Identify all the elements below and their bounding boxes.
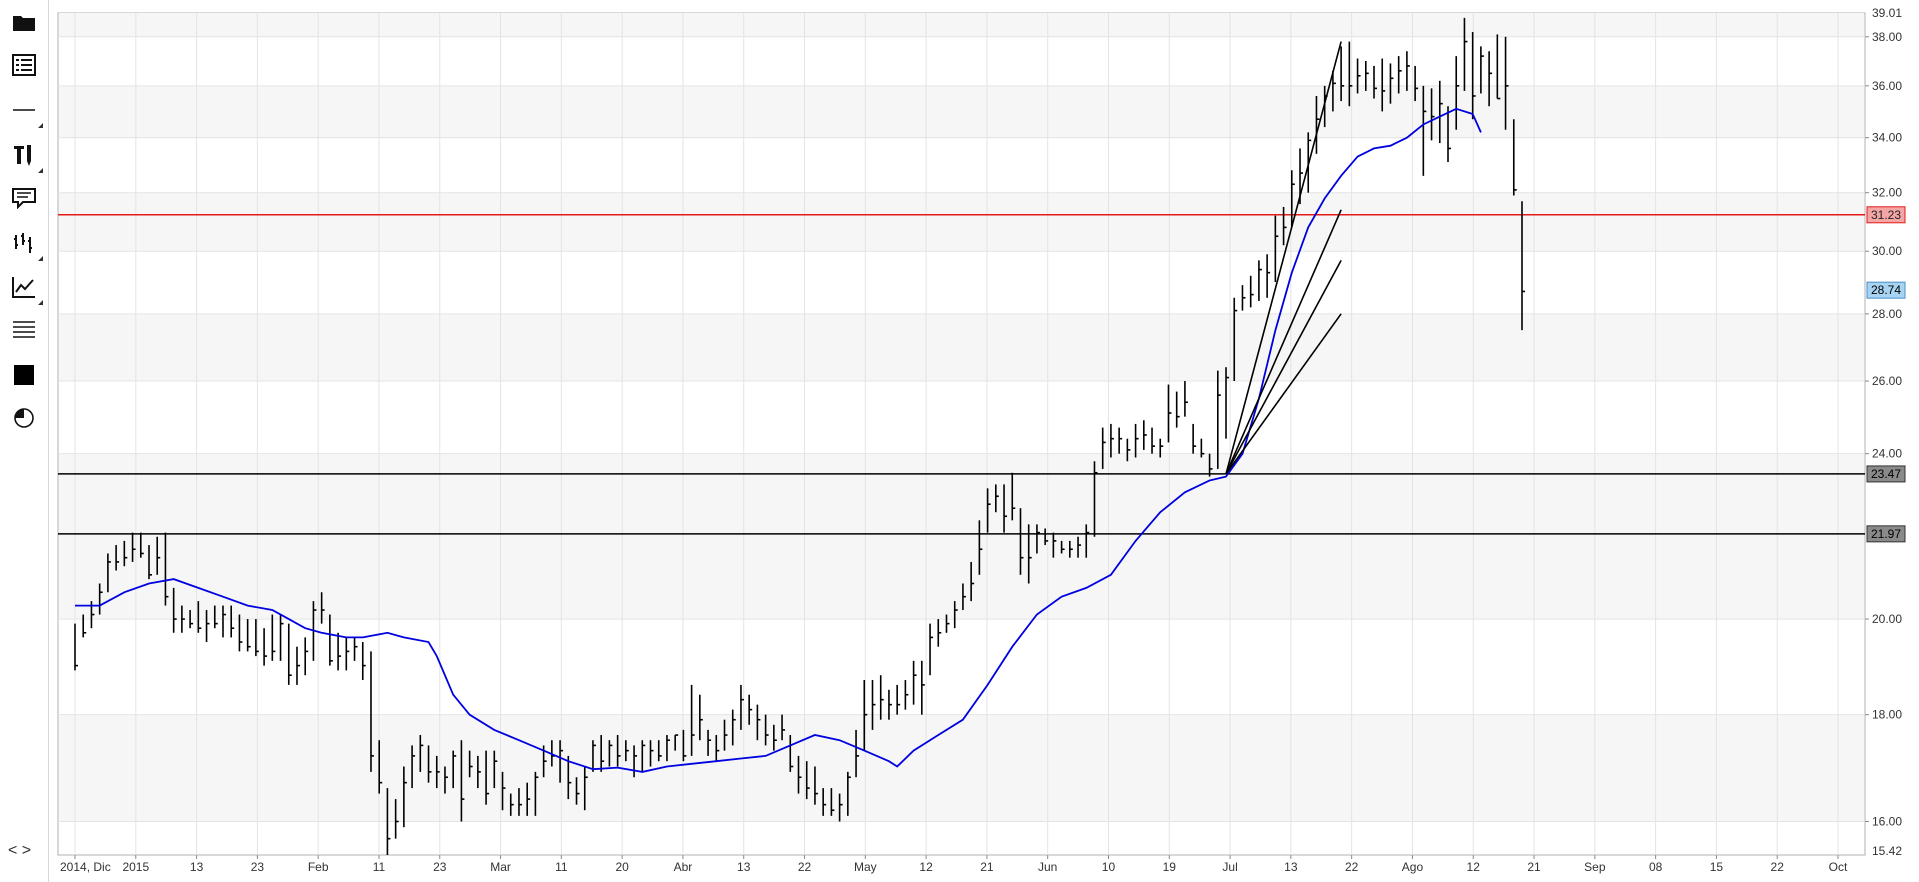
y-tick-label: 24.00 (1872, 447, 1902, 461)
indicator-chart-button[interactable] (9, 272, 43, 305)
x-tick-label: 22 (1771, 860, 1785, 874)
fill-square-button[interactable] (9, 360, 39, 390)
fan-line[interactable] (1225, 209, 1342, 475)
fill-square-icon (13, 364, 35, 386)
fan-line[interactable] (1225, 259, 1342, 475)
grid-band (59, 85, 1864, 138)
grid-band (59, 313, 1864, 382)
pie-button[interactable] (9, 403, 39, 433)
y-range-label: 39.01 (1872, 6, 1902, 20)
pie-icon (13, 407, 35, 429)
price-tag-label: 28.74 (1871, 283, 1901, 297)
y-tick-label: 32.00 (1872, 186, 1902, 200)
annotation-comment-icon (12, 187, 36, 209)
lines-menu-button[interactable] (9, 315, 39, 345)
x-tick-label: 13 (737, 860, 751, 874)
x-tick-label: Oct (1829, 860, 1848, 874)
price-tag-label: 31.23 (1871, 208, 1901, 222)
x-tick-label: 21 (1527, 860, 1541, 874)
open-folder-button[interactable] (9, 7, 39, 37)
x-tick-label: 2015 (122, 860, 149, 874)
horizontal-line-tool-icon (12, 104, 36, 116)
price-tag-label: 23.47 (1871, 467, 1901, 481)
lines-menu-icon (12, 319, 36, 341)
bar-style-button[interactable] (9, 228, 43, 261)
price-tag (1866, 525, 1906, 543)
x-tick-label: 22 (1345, 860, 1359, 874)
submenu-indicator (38, 300, 43, 305)
grid-band (59, 13, 1864, 37)
fan-line[interactable] (1225, 313, 1342, 475)
x-tick-label: 11 (555, 860, 568, 874)
submenu-indicator (38, 168, 43, 173)
bar-style-icon (12, 231, 36, 255)
x-tick-label: Abr (674, 860, 693, 874)
x-tick-label: 23 (433, 860, 447, 874)
x-tick-label: 20 (615, 860, 629, 874)
x-tick-label: 21 (980, 860, 994, 874)
x-tick-label: 11 (373, 860, 386, 874)
drawing-toolbar (0, 0, 49, 882)
x-tick-label: Jun (1038, 860, 1057, 874)
x-tick-label: 2014, Dic (60, 860, 111, 874)
x-tick-label: 13 (1284, 860, 1298, 874)
y-tick-label: 28.00 (1872, 307, 1902, 321)
y-range-label: 15.42 (1872, 844, 1902, 858)
grid-band (59, 192, 1864, 252)
y-tick-label: 36.00 (1872, 79, 1902, 93)
moving-average-line (75, 107, 1482, 773)
price-tag-label: 21.97 (1871, 527, 1901, 541)
x-tick-label: 12 (1467, 860, 1481, 874)
x-tick-label: 15 (1710, 860, 1724, 874)
y-tick-label: 16.00 (1872, 815, 1902, 829)
y-tick-label: 26.00 (1872, 374, 1902, 388)
submenu-indicator (38, 256, 43, 261)
x-tick-label: Ago (1402, 860, 1424, 874)
drawing-tools-icon (12, 143, 36, 167)
price-tag (1866, 465, 1906, 483)
y-tick-label: 30.00 (1872, 244, 1902, 258)
grid-band (59, 714, 1864, 822)
fan-line[interactable] (1225, 41, 1342, 475)
submenu-indicator (38, 123, 43, 128)
scroll-arrows-button[interactable]: < > (8, 842, 32, 859)
y-tick-label: 20.00 (1872, 612, 1902, 626)
chart-list-icon (12, 54, 36, 76)
drawing-tools-button[interactable] (9, 140, 43, 173)
x-tick-label: Mar (490, 860, 511, 874)
horizontal-line-tool-button[interactable] (9, 95, 43, 128)
x-tick-label: Sep (1584, 860, 1606, 874)
chart-list-button[interactable] (9, 50, 39, 80)
x-tick-label: 22 (798, 860, 812, 874)
x-tick-label: 19 (1163, 860, 1177, 874)
y-tick-label: 34.00 (1872, 131, 1902, 145)
x-tick-label: 08 (1649, 860, 1663, 874)
price-tag (1866, 281, 1906, 299)
y-tick-label: 18.00 (1872, 708, 1902, 722)
x-tick-label: 10 (1102, 860, 1116, 874)
x-tick-label: Feb (308, 860, 329, 874)
price-tag (1866, 206, 1906, 224)
grid-band (59, 453, 1864, 620)
x-tick-label: May (854, 860, 877, 874)
open-folder-icon (12, 12, 36, 32)
x-tick-label: 13 (190, 860, 204, 874)
y-tick-label: 38.00 (1872, 30, 1902, 44)
x-tick-label: 12 (919, 860, 933, 874)
annotation-comment-button[interactable] (9, 183, 39, 213)
indicator-chart-icon (12, 276, 36, 298)
x-tick-label: Jul (1222, 860, 1237, 874)
x-tick-label: 23 (251, 860, 265, 874)
